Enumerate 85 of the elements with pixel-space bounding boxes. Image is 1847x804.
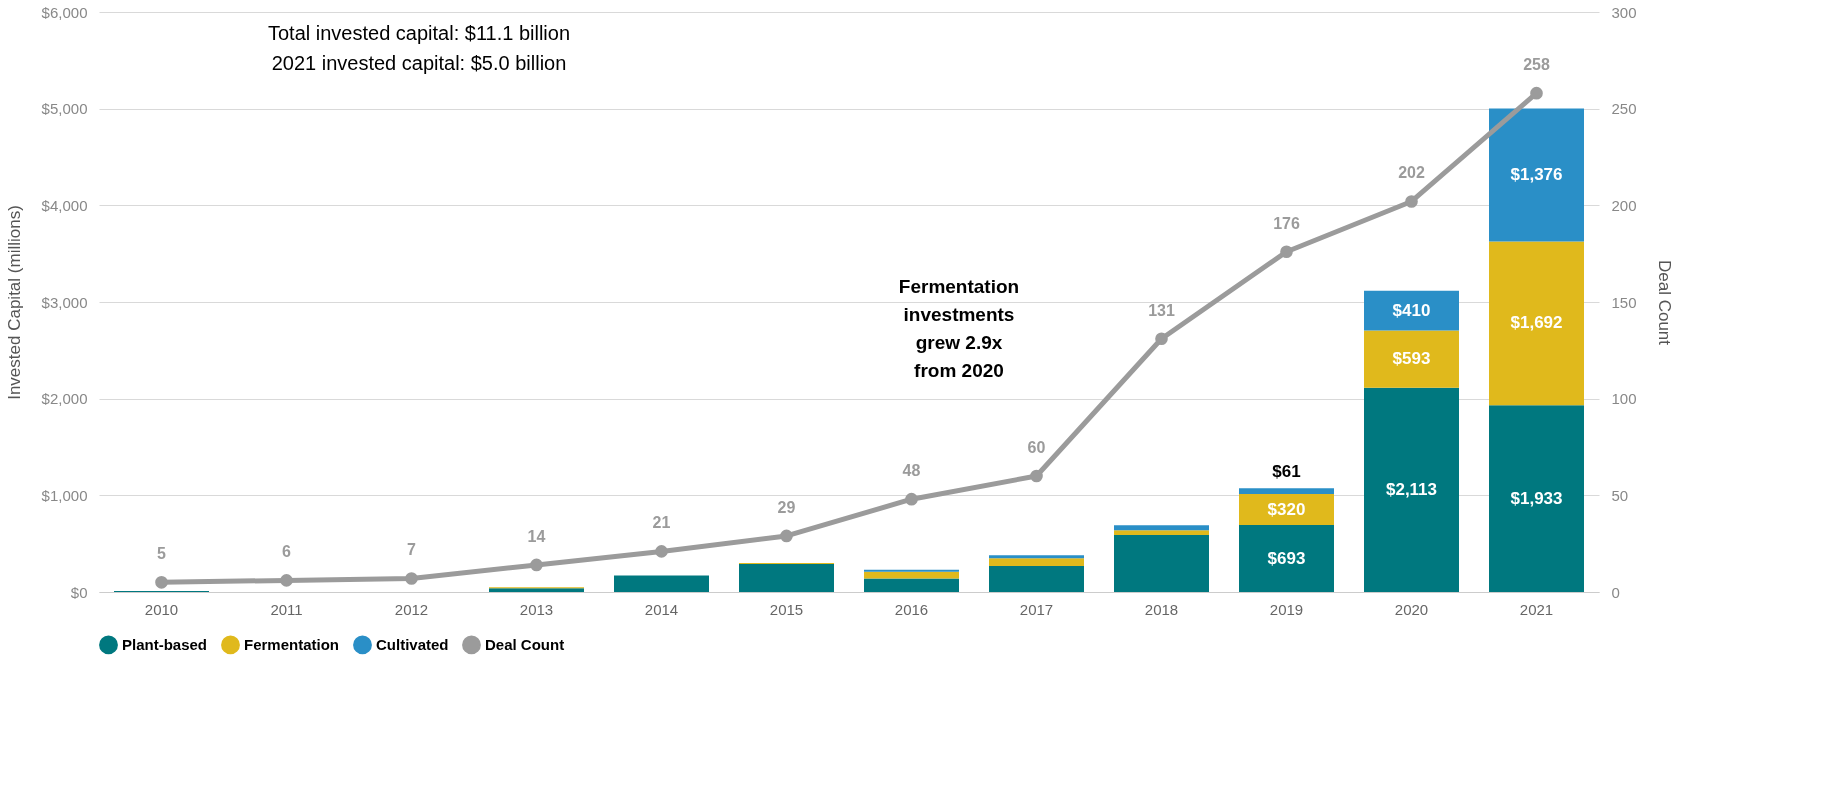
y-tick-label: $3,000 — [41, 293, 88, 311]
data-label: 131 — [1148, 301, 1175, 319]
x-tick-label: 2016 — [894, 600, 929, 618]
y2-tick-label: 0 — [1611, 583, 1620, 601]
data-label: 60 — [1027, 439, 1046, 456]
bar — [1489, 241, 1584, 406]
bar — [1489, 405, 1584, 592]
y-tick-label: $6,000 — [41, 3, 88, 21]
annotation: Total invested capital: $11.1 billion — [267, 22, 571, 44]
y2-tick-label: 250 — [1611, 100, 1637, 118]
legend-label: Deal Count — [485, 635, 565, 653]
data-label: $61 — [1272, 462, 1301, 482]
y-tick-label: $5,000 — [41, 100, 88, 118]
y-tick-label: $2,000 — [41, 390, 88, 408]
y2-tick-label: 150 — [1611, 293, 1637, 311]
bar — [1364, 290, 1459, 331]
bar — [989, 558, 1084, 566]
y2-tick-label: 200 — [1611, 196, 1637, 214]
data-label: $593 — [1392, 349, 1431, 369]
bar — [1239, 488, 1334, 495]
annotation: Fermentation investments grew 2.9x from 2020 — [898, 276, 1020, 381]
annotation: 2021 invested capital: $5.0 billion — [271, 52, 567, 74]
bar — [1364, 330, 1459, 388]
y-tick-label: $1,000 — [41, 486, 88, 504]
point — [405, 572, 418, 585]
x-tick-label: 2017 — [1019, 600, 1054, 618]
bar — [1489, 108, 1584, 242]
bar — [614, 575, 709, 592]
x-tick-label: 2013 — [519, 600, 554, 618]
y2-tick-label: 100 — [1611, 390, 1637, 408]
y-axis-title: Invested Capital (millions) — [4, 205, 24, 400]
data-label: $410 — [1392, 300, 1431, 320]
y2-tick-label: 300 — [1611, 3, 1637, 21]
bar — [989, 555, 1084, 559]
data-label: 6 — [282, 543, 292, 561]
point — [530, 558, 543, 572]
data-label: 48 — [902, 462, 921, 480]
data-label: $2,113 — [1385, 479, 1438, 499]
x-tick-label: 2010 — [144, 600, 179, 618]
bar — [1114, 530, 1209, 535]
point — [155, 576, 168, 589]
data-label: 176 — [1273, 214, 1300, 232]
bar — [1239, 525, 1334, 592]
x-tick-label: 2014 — [644, 600, 679, 618]
data-label: 202 — [1398, 164, 1425, 182]
point — [655, 545, 668, 558]
point — [1530, 86, 1543, 100]
data-label: 21 — [652, 514, 671, 532]
x-tick-label: 2021 — [1519, 600, 1554, 618]
x-tick-label: 2019 — [1269, 600, 1304, 618]
point — [1280, 245, 1293, 259]
bar — [864, 578, 959, 592]
data-label: $1,376 — [1510, 165, 1563, 185]
x-tick-label: 2011 — [270, 600, 303, 618]
point — [780, 529, 793, 543]
x-tick-label: 2012 — [394, 600, 429, 618]
y-tick-label: $0 — [70, 583, 88, 601]
data-label: $320 — [1267, 499, 1306, 519]
point — [1405, 195, 1418, 208]
data-label: 7 — [407, 541, 417, 559]
point — [905, 492, 918, 506]
data-label: $693 — [1267, 548, 1306, 568]
data-label: $1,692 — [1510, 313, 1563, 333]
bar — [739, 563, 834, 592]
point — [1155, 332, 1168, 346]
point — [280, 574, 293, 587]
x-tick-label: 2020 — [1394, 600, 1429, 618]
legend-label: Cultivated — [376, 635, 449, 653]
legend-label: Plant-based — [122, 635, 208, 653]
data-label: $1,933 — [1510, 488, 1563, 508]
x-tick-label: 2015 — [769, 600, 804, 618]
y2-tick-label: 50 — [1611, 486, 1629, 504]
x-tick-label: 2018 — [1144, 600, 1179, 618]
y2-axis-title: Deal Count — [1654, 259, 1674, 346]
data-label: 14 — [527, 527, 546, 545]
data-label: 29 — [777, 498, 796, 516]
bar — [1114, 534, 1209, 592]
data-label: 5 — [157, 545, 167, 563]
bar — [989, 565, 1084, 592]
data-label: 258 — [1523, 56, 1550, 74]
bar — [1114, 525, 1209, 531]
point — [1030, 469, 1043, 483]
bar — [1364, 387, 1459, 592]
y-tick-label: $4,000 — [41, 196, 88, 214]
legend-label: Fermentation — [244, 635, 340, 653]
